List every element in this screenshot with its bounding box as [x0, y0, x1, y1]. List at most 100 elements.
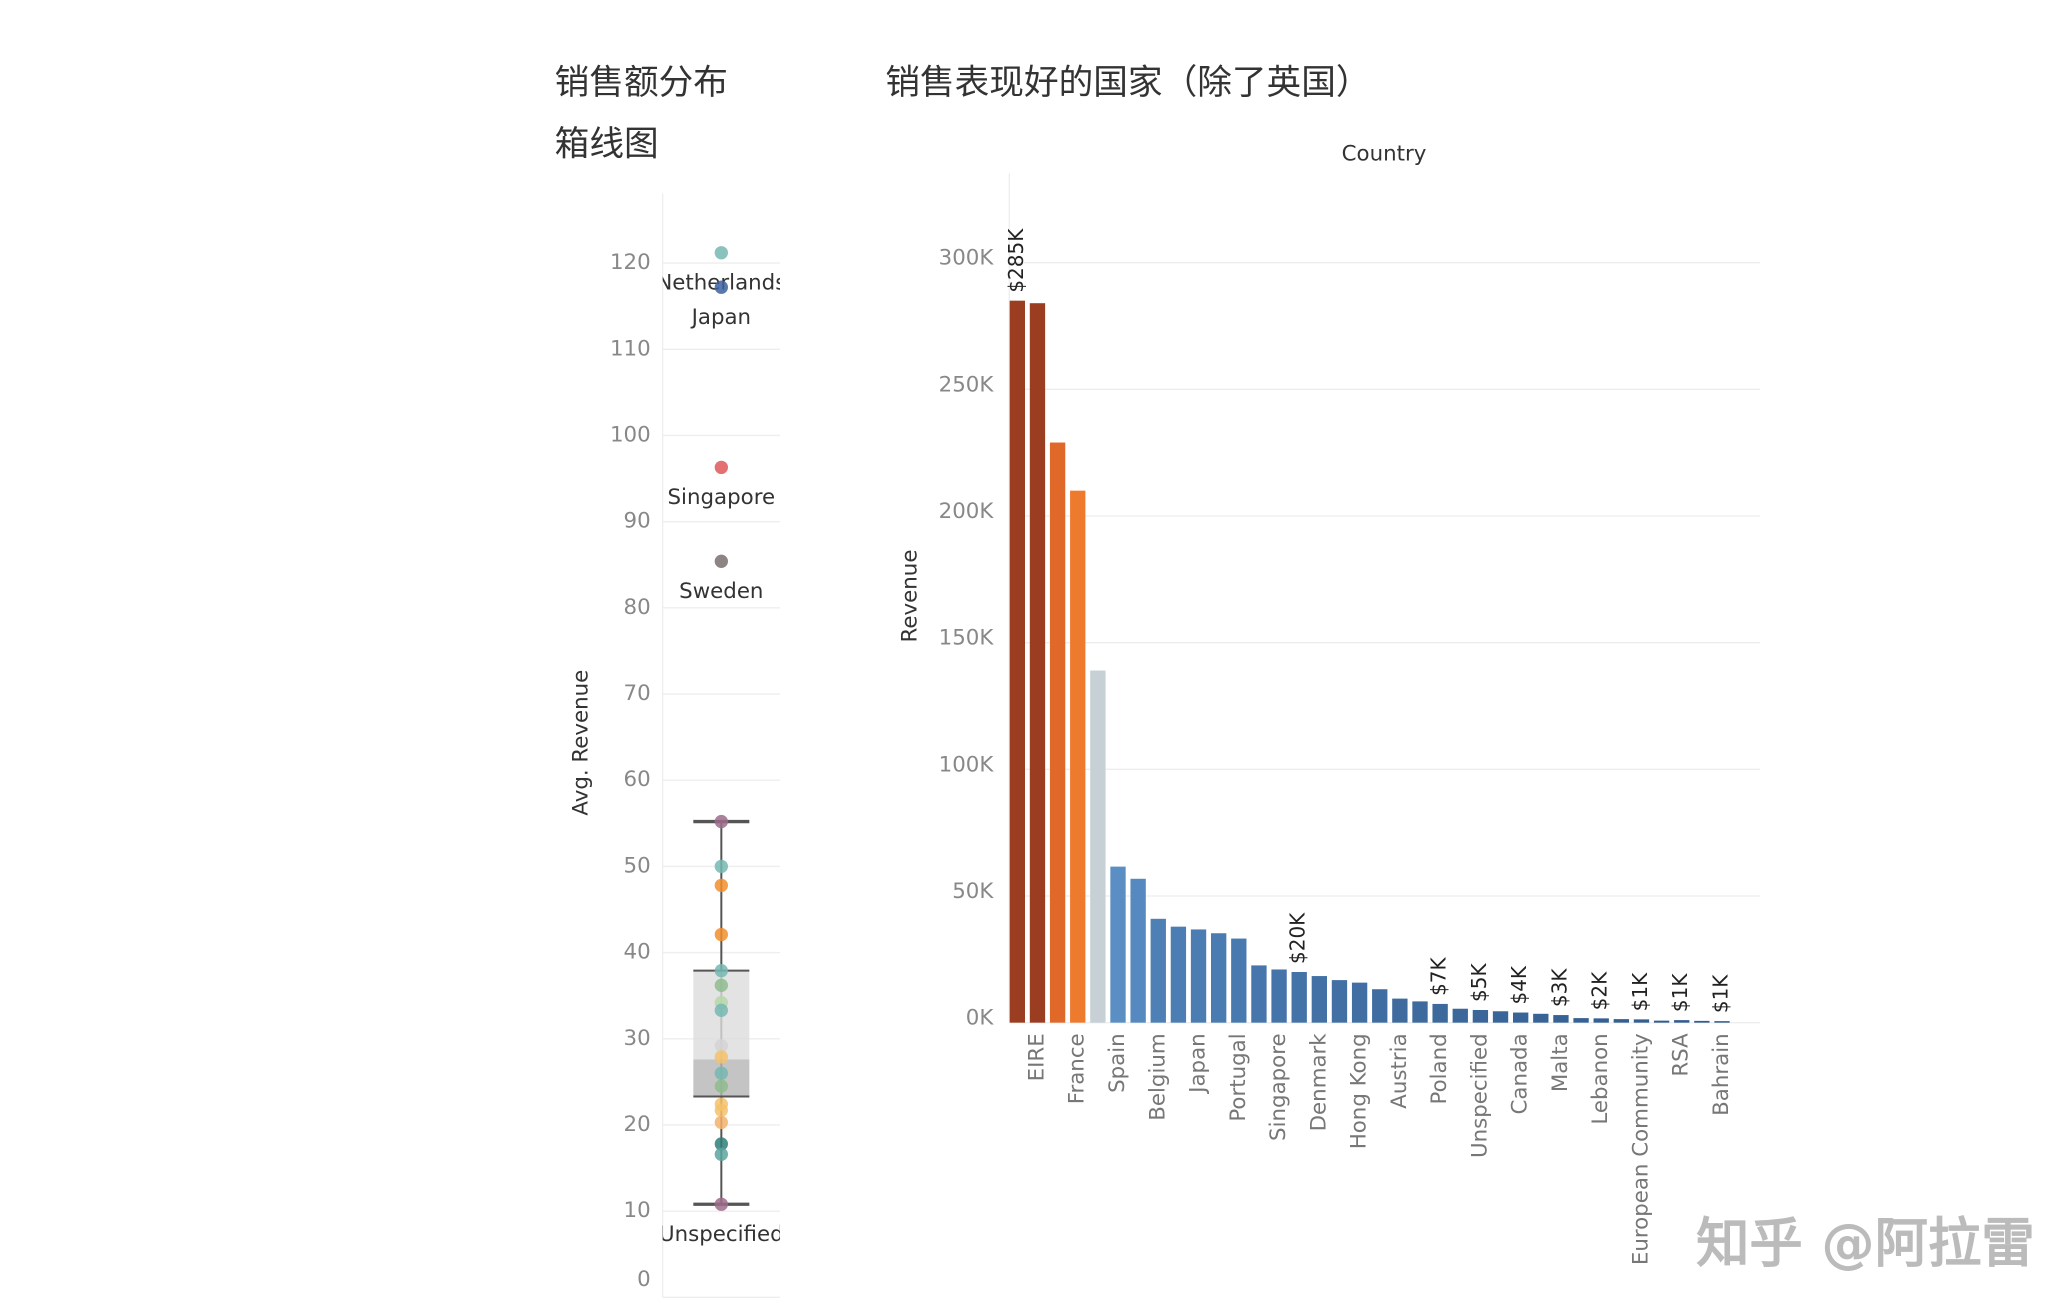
chart-title: 销售额分布: [555, 63, 728, 103]
x-tick-label: Poland: [1427, 1033, 1452, 1104]
value-label: $285K: [1004, 228, 1028, 293]
data-point: [714, 859, 728, 874]
bar: [1432, 1003, 1448, 1023]
bar: [1331, 980, 1348, 1023]
x-tick-label: Bahrain: [1709, 1033, 1734, 1116]
bar: [1553, 1015, 1569, 1023]
watermark: 知乎 @阿拉雷: [1696, 1211, 2035, 1274]
data-point: [714, 927, 728, 942]
bar: [1674, 1020, 1690, 1023]
y-tick-label: 80: [624, 595, 651, 620]
bar: [1170, 926, 1187, 1023]
y-tick-label: 40: [624, 940, 651, 965]
y-tick-label: 60: [624, 767, 651, 792]
y-tick-label: 30: [624, 1026, 651, 1051]
bar: [1211, 933, 1227, 1023]
data-point: [714, 1197, 728, 1211]
value-label: $1K: [1668, 973, 1692, 1012]
x-tick-label: France: [1065, 1033, 1090, 1104]
bar: [1049, 442, 1066, 1023]
bar: [1633, 1019, 1650, 1023]
bar: [1533, 1013, 1549, 1023]
x-axis-title: Country: [1342, 142, 1427, 167]
bar: [1492, 1011, 1509, 1023]
data-point: [714, 1137, 728, 1151]
data-point: [714, 814, 728, 829]
y-tick-label: 100K: [939, 752, 995, 777]
bar: [1694, 1020, 1710, 1023]
bar: [1311, 976, 1327, 1023]
bar: [1190, 929, 1207, 1023]
bar: [1029, 303, 1046, 1023]
data-point: [714, 460, 728, 475]
bar: [1392, 998, 1408, 1023]
bar: [1653, 1020, 1670, 1023]
bar: [1573, 1018, 1589, 1023]
value-label: $7K: [1427, 956, 1451, 995]
bar: [1513, 1012, 1529, 1023]
bar: [1372, 989, 1388, 1023]
bar-chart: 0K 50K 100K 150K 200K 250K 300K $285K EIRE France…: [939, 173, 1760, 1265]
bar: [1231, 938, 1247, 1023]
bar: [1452, 1008, 1468, 1023]
x-tick-label: Portugal: [1226, 1033, 1251, 1121]
data-point: [714, 1103, 728, 1117]
y-tick-label: 70: [624, 681, 651, 706]
value-label: $4K: [1507, 965, 1531, 1004]
bar: [1714, 1021, 1730, 1023]
data-point: [714, 978, 728, 993]
value-label: $1K: [1628, 972, 1652, 1011]
box-plot: 0102030405060708090100110120NetherlandsJ…: [610, 193, 780, 1298]
bar: [1271, 969, 1287, 1023]
y-tick-label: 0K: [966, 1006, 995, 1031]
y-tick-label: 250K: [939, 372, 995, 397]
x-tick-label: Denmark: [1306, 1033, 1331, 1132]
y-tick-label: 120: [610, 250, 651, 275]
y-tick-label: 10: [624, 1198, 651, 1223]
point-label: Sweden: [679, 579, 763, 604]
data-point: [714, 1115, 728, 1130]
x-tick-label: Austria: [1387, 1033, 1412, 1108]
bar: [1291, 972, 1307, 1023]
bar: [1110, 866, 1126, 1023]
y-tick-label: 100: [610, 422, 651, 447]
data-point: [714, 554, 728, 568]
bar: [1070, 490, 1086, 1023]
y-tick-label: 0: [637, 1267, 651, 1292]
x-tick-label: European Community: [1628, 1033, 1653, 1265]
point-label: Japan: [690, 305, 752, 330]
x-tick-label: Singapore: [1266, 1033, 1291, 1141]
bar: [1472, 1010, 1489, 1023]
data-point: [714, 1003, 728, 1017]
data-point: [714, 1050, 728, 1064]
x-tick-label: Unspecified: [1467, 1033, 1492, 1158]
x-tick-label: RSA: [1669, 1033, 1694, 1077]
value-label: $3K: [1547, 968, 1571, 1007]
x-tick-label: Canada: [1508, 1033, 1533, 1114]
data-point: [714, 964, 728, 978]
data-point: [714, 878, 728, 893]
y-axis-title: Revenue: [898, 550, 923, 643]
data-point: [714, 1147, 728, 1161]
x-tick-label: Spain: [1105, 1033, 1130, 1093]
y-tick-label: 90: [624, 509, 651, 534]
y-tick-label: 150K: [939, 626, 995, 651]
y-tick-label: 200K: [939, 499, 995, 524]
data-point: [714, 1066, 728, 1080]
bar: [1251, 965, 1267, 1023]
bar: [1351, 982, 1368, 1023]
bar: [1009, 300, 1025, 1023]
bar: [1130, 878, 1146, 1023]
chart-subtitle: 箱线图: [555, 124, 659, 164]
data-point: [714, 246, 728, 260]
x-tick-label: EIRE: [1024, 1033, 1049, 1081]
data-point: [714, 280, 728, 294]
y-axis-title: Avg. Revenue: [568, 670, 593, 816]
y-tick-label: 20: [624, 1112, 651, 1137]
x-tick-label: Japan: [1186, 1033, 1211, 1095]
y-tick-label: 110: [610, 336, 651, 361]
x-tick-label: Hong Kong: [1347, 1033, 1372, 1149]
value-label: $5K: [1467, 963, 1491, 1002]
bar: [1593, 1018, 1609, 1023]
